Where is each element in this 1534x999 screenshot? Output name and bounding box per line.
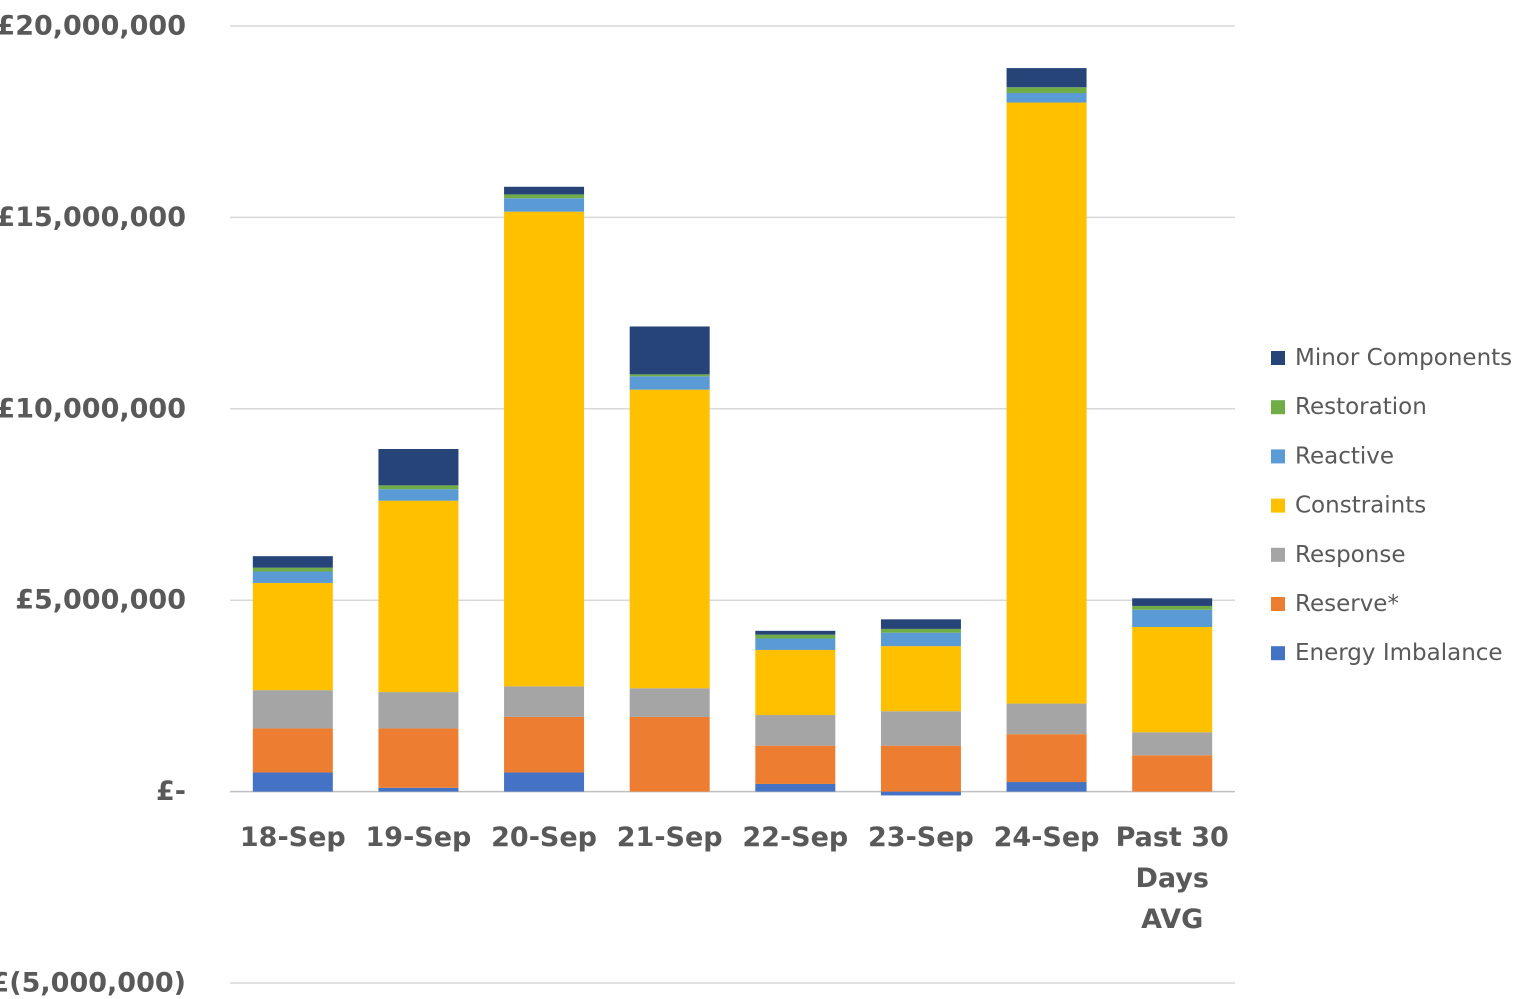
- legend-label: Energy Imbalance: [1295, 640, 1503, 666]
- legend-swatch: [1271, 646, 1285, 661]
- bar-segment: [1006, 782, 1087, 792]
- bar-segment: [1132, 626, 1213, 733]
- y-axis-tick-labels: £20,000,000 £15,000,000 £10,000,000 £5,000,…: [0, 11, 186, 999]
- bar-segment: [1132, 732, 1213, 756]
- x-category-label: 23-Sep: [868, 822, 974, 853]
- bar-segment: [504, 211, 585, 687]
- x-category-label: 19-Sep: [366, 822, 472, 853]
- bar-segment: [1006, 68, 1087, 88]
- bars: [252, 68, 1213, 796]
- legend-swatch: [1271, 498, 1285, 513]
- bar-segment: [504, 194, 585, 199]
- x-axis-category-labels: 18-Sep 19-Sep 20-Sep 21-Sep 22-Sep 23-Sep 24-S…: [240, 822, 1229, 935]
- legend: Minor Components Restoration Reactive Const…: [1271, 345, 1512, 666]
- bar-segment: [1132, 755, 1213, 792]
- legend-label: Constraints: [1295, 493, 1426, 519]
- y-tick-label: £15,000,000: [0, 202, 186, 233]
- bar-segment: [504, 772, 585, 792]
- legend-label: Minor Components: [1295, 345, 1512, 371]
- y-tick-label: £-: [156, 776, 186, 807]
- x-category-label: AVG: [1141, 904, 1203, 935]
- x-category-label: 20-Sep: [491, 822, 597, 853]
- bar-segment: [252, 556, 333, 568]
- bar-segment: [378, 500, 459, 693]
- bar-segment: [252, 582, 333, 691]
- bar-segment: [880, 628, 961, 633]
- bar-segment: [629, 376, 710, 390]
- bar-segment: [378, 787, 459, 792]
- bar-segment: [880, 619, 961, 629]
- legend-swatch: [1271, 351, 1285, 365]
- bar-segment: [378, 489, 459, 501]
- bar-segment: [504, 186, 585, 195]
- y-tick-label: £10,000,000: [0, 393, 186, 424]
- x-category-label: 21-Sep: [617, 822, 723, 853]
- bar-segment: [755, 634, 836, 639]
- legend-label: Response: [1295, 542, 1405, 568]
- legend-swatch: [1271, 597, 1285, 611]
- x-category-label: 18-Sep: [240, 822, 346, 853]
- bar-segment: [1132, 598, 1213, 606]
- bar-segment: [504, 716, 585, 773]
- bar-segment: [880, 646, 961, 712]
- bar-segment: [504, 198, 585, 212]
- x-category-label: 24-Sep: [994, 822, 1100, 853]
- bar-segment: [252, 772, 333, 792]
- bar-segment: [629, 326, 710, 375]
- legend-swatch: [1271, 547, 1285, 562]
- x-category-label: Days: [1135, 863, 1208, 894]
- legend-label: Reserve*: [1295, 591, 1399, 617]
- bar-segment: [378, 485, 459, 490]
- bar-segment: [1006, 734, 1087, 783]
- y-tick-label: £20,000,000: [0, 11, 186, 42]
- bar-segment: [755, 630, 836, 635]
- bar-segment: [378, 728, 459, 788]
- bar-segment: [629, 374, 710, 377]
- bar-segment: [1006, 87, 1087, 93]
- bar-segment: [755, 715, 836, 746]
- x-category-label: Past 30: [1116, 822, 1229, 853]
- bar-segment: [629, 716, 710, 792]
- bar-segment: [252, 567, 333, 572]
- bar-segment: [1006, 92, 1087, 103]
- bar-segment: [378, 448, 459, 486]
- bar-segment: [755, 745, 836, 784]
- bar-segment: [504, 686, 585, 717]
- bar-segment: [252, 728, 333, 773]
- y-tick-label: £(5,000,000): [0, 968, 186, 999]
- y-tick-label: £5,000,000: [15, 585, 186, 616]
- bar-segment: [880, 632, 961, 647]
- bar-segment: [755, 649, 836, 716]
- bar-segment: [880, 791, 961, 796]
- bar-segment: [629, 389, 710, 689]
- bar-segment: [755, 638, 836, 650]
- x-category-label: 22-Sep: [742, 822, 848, 853]
- bar-segment: [252, 690, 333, 729]
- legend-label: Reactive: [1295, 443, 1394, 469]
- bar-segment: [1132, 609, 1213, 627]
- legend-swatch: [1271, 449, 1285, 464]
- legend-swatch: [1271, 400, 1285, 415]
- bar-segment: [629, 688, 710, 717]
- bar-segment: [378, 692, 459, 729]
- bar-segment: [1006, 703, 1087, 735]
- bar-segment: [1006, 102, 1087, 704]
- bar-segment: [880, 745, 961, 792]
- legend-label: Restoration: [1295, 394, 1427, 420]
- bar-segment: [1132, 605, 1213, 610]
- bar-segment: [880, 711, 961, 746]
- bar-segment: [252, 571, 333, 583]
- bar-segment: [755, 783, 836, 792]
